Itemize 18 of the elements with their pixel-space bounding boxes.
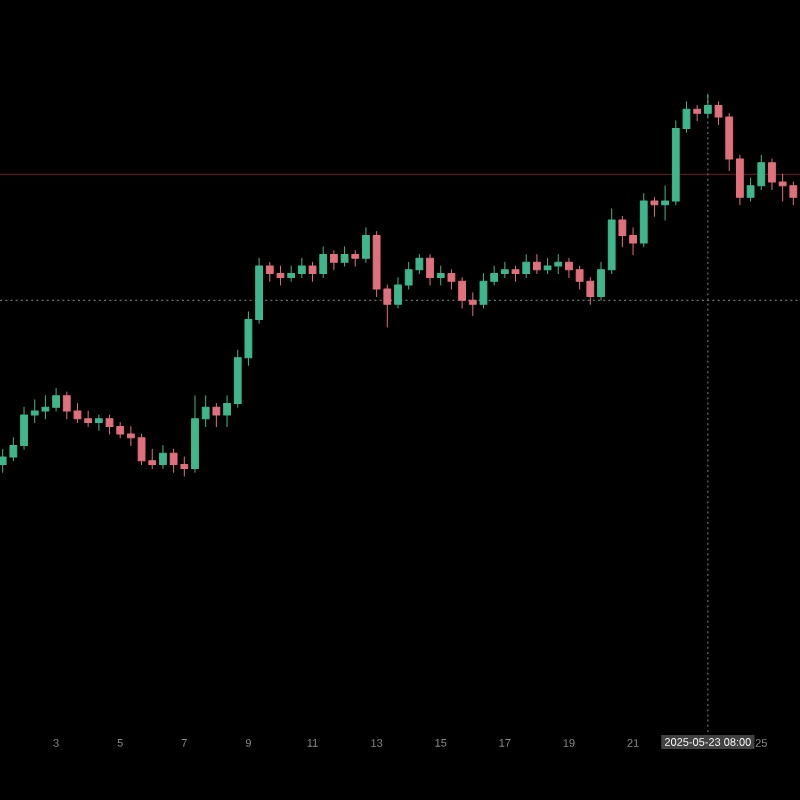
candlestick — [533, 253, 541, 275]
candlestick — [436, 265, 445, 286]
candlestick — [212, 402, 221, 427]
candlestick — [639, 192, 648, 248]
candlestick — [426, 253, 434, 286]
candlestick — [650, 196, 659, 217]
candlestick — [362, 227, 370, 263]
candlestick — [522, 253, 531, 278]
candlestick — [329, 250, 338, 271]
candlestick — [703, 93, 712, 118]
candlestick — [319, 246, 328, 278]
candlestick — [340, 246, 349, 267]
candlestick — [511, 265, 520, 282]
candlestick — [94, 414, 103, 431]
candlestick — [308, 261, 317, 282]
candlestick — [159, 445, 167, 469]
candlestick — [693, 105, 702, 122]
candlestick — [351, 250, 360, 267]
